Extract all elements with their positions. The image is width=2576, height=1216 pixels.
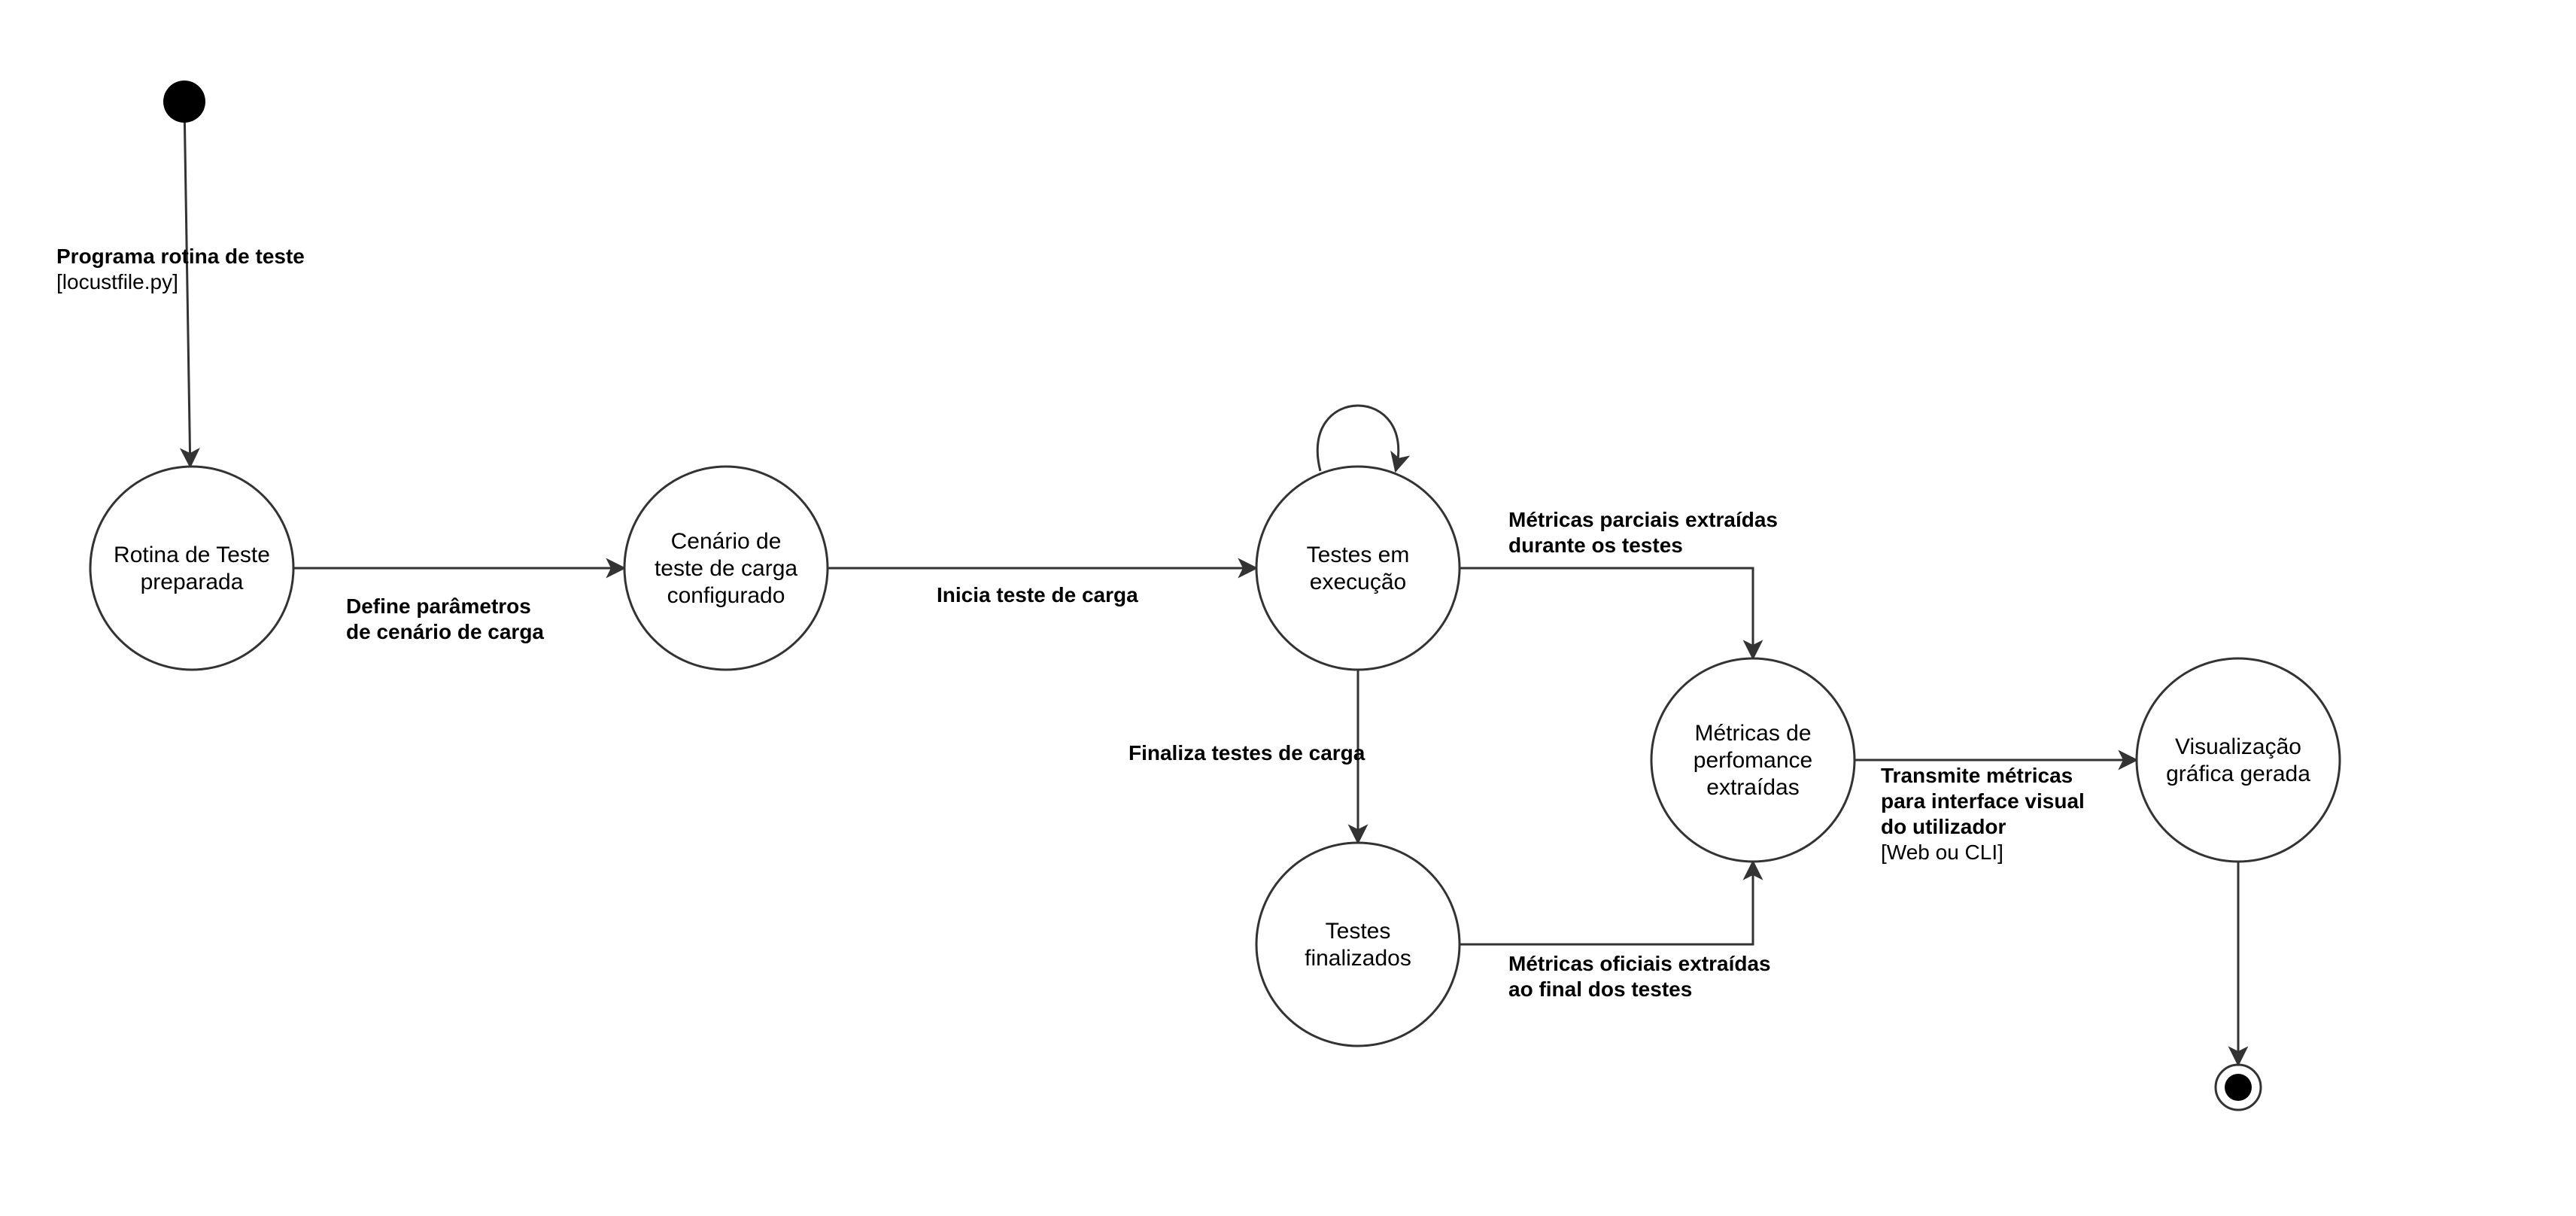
state-label-s2-1: teste de carga bbox=[655, 556, 797, 581]
state-label-s1-0: Rotina de Teste bbox=[114, 543, 270, 567]
state-label-s2-0: Cenário de bbox=[671, 529, 782, 554]
edge-e_s3_s5 bbox=[1460, 568, 1753, 658]
state-s6 bbox=[2137, 658, 2340, 862]
edge-e_s4_s5 bbox=[1460, 862, 1753, 944]
edge-label-e_s2_s3-b0: Inicia teste de carga bbox=[937, 583, 1138, 606]
edge-label-e_s4_s5-b1: ao final dos testes bbox=[1508, 977, 1692, 1001]
state-s4 bbox=[1256, 843, 1460, 1046]
state-s1 bbox=[90, 467, 293, 670]
edge-e_init_s1 bbox=[184, 123, 190, 467]
state-label-s5-2: extraídas bbox=[1706, 775, 1799, 800]
state-label-s5-1: perfomance bbox=[1694, 748, 1812, 773]
edge-label-e_s5_s6-b0: Transmite métricas bbox=[1881, 764, 2073, 787]
state-s3 bbox=[1256, 467, 1460, 670]
edge-label-e_s3_s5-b1: durante os testes bbox=[1508, 534, 1683, 557]
edge-label-e_s3_s5-b0: Métricas parciais extraídas bbox=[1508, 508, 1778, 531]
edge-label-e_s5_s6-p0: [Web ou CLI] bbox=[1881, 841, 2003, 864]
state-label-s2-2: configurado bbox=[667, 583, 785, 608]
edge-label-e_s5_s6-b1: para interface visual bbox=[1881, 789, 2085, 813]
state-label-s6-1: gráfica gerada bbox=[2166, 762, 2310, 786]
edge-label-e_s4_s5-b0: Métricas oficiais extraídas bbox=[1508, 952, 1771, 975]
state-label-s5-0: Métricas de bbox=[1694, 721, 1811, 746]
state-diagram: Rotina de Teste preparada Cenário deteste … bbox=[0, 0, 2576, 1216]
initial-state bbox=[163, 81, 205, 123]
edge-label-e_s3_s4-b0: Finaliza testes de carga bbox=[1129, 741, 1365, 765]
edge-label-e_s1_s2-b0: Define parâmetros bbox=[346, 594, 531, 618]
state-label-s1-1: preparada bbox=[141, 570, 244, 594]
state-label-s3-0: Testes em bbox=[1307, 543, 1410, 567]
edge-label-e_init_s1-b0: Programa rotina de teste bbox=[56, 245, 305, 268]
edge-label-e_init_s1-p0: [locustfile.py] bbox=[56, 270, 178, 293]
edge-label-e_s5_s6-b2: do utilizador bbox=[1881, 815, 2006, 838]
edge-e_s3_self bbox=[1317, 406, 1399, 471]
state-label-s4-0: Testes bbox=[1326, 919, 1391, 944]
state-label-s6-0: Visualização bbox=[2175, 734, 2301, 759]
edge-label-e_s1_s2-b1: de cenário de carga bbox=[346, 620, 544, 643]
state-label-s3-1: execução bbox=[1310, 570, 1406, 594]
final-state-dot bbox=[2225, 1074, 2252, 1101]
state-label-s4-1: finalizados bbox=[1305, 946, 1411, 971]
